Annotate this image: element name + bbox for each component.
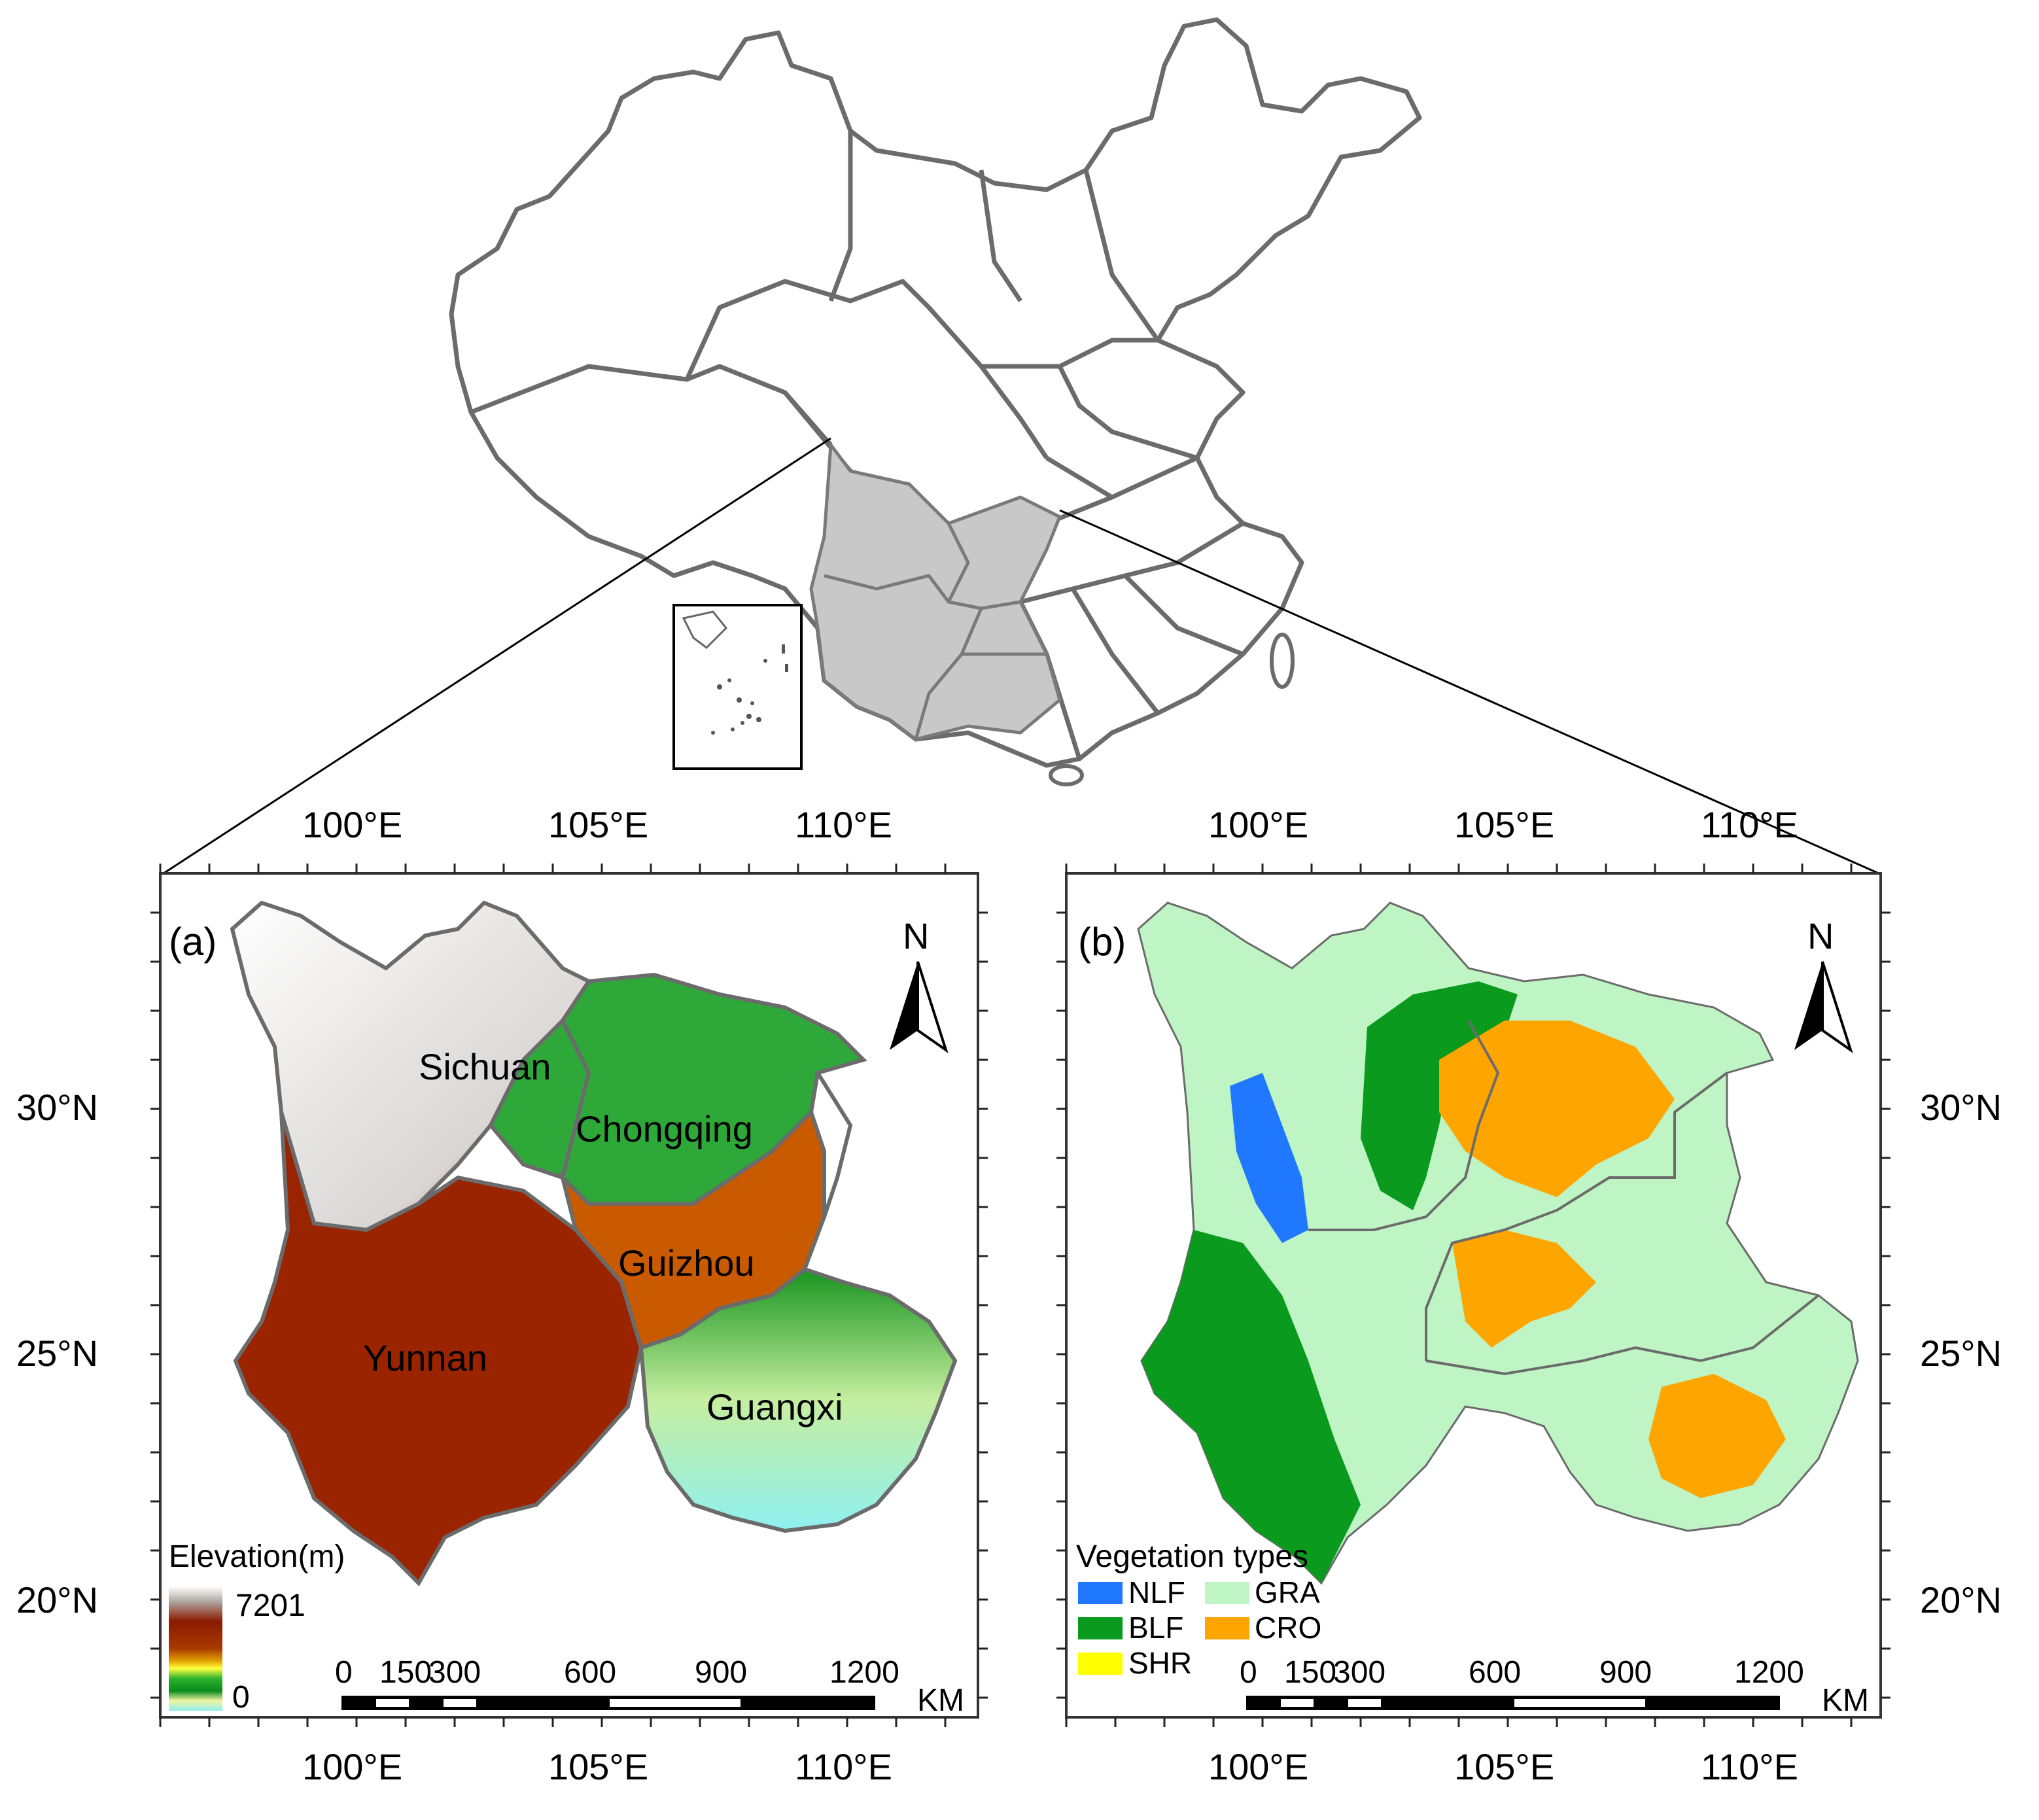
north-arrow-icon [1794, 962, 1822, 1050]
province-borders-b [1308, 1020, 1820, 1376]
svg-text:KM: KM [1822, 1683, 1869, 1718]
scale-bar-b: 0 150 300 600 900 1200 KM [1240, 1655, 1869, 1718]
study-area-internal-borders [824, 522, 1047, 740]
north-arrow-icon [890, 962, 918, 1050]
svg-text:1200: 1200 [1734, 1655, 1804, 1690]
panel-b-frame [1065, 872, 1882, 1719]
lat-label-right-25: 25°N [1920, 1333, 2002, 1374]
svg-text:N: N [903, 915, 929, 956]
vegetation-cro-guizhou [1452, 1230, 1596, 1348]
panel-b-tag: (b) [1078, 920, 1126, 964]
lat-label-right-20: 20°N [1920, 1579, 2002, 1620]
legend-label-blf: BLF [1128, 1611, 1183, 1645]
china-overview-map [163, 17, 1879, 875]
panel-a-frame [159, 872, 979, 1719]
elevation-legend-max: 7201 [235, 1588, 305, 1623]
lon-label-bottom-b-105: 105°E [1454, 1746, 1554, 1787]
legend-swatch-shr [1078, 1653, 1123, 1675]
vegetation-blf-south [1141, 1230, 1361, 1583]
legend-label-cro: CRO [1255, 1611, 1321, 1645]
svg-text:300: 300 [428, 1655, 481, 1690]
zoom-line-left [163, 437, 831, 875]
legend-swatch-blf [1078, 1617, 1123, 1639]
svg-text:N: N [1807, 915, 1834, 956]
lat-label-left-30: 30°N [16, 1087, 98, 1128]
svg-text:600: 600 [564, 1655, 616, 1690]
lat-label-left-20: 20°N [16, 1579, 98, 1620]
elevation-map [230, 900, 958, 1586]
study-area-provinces [809, 443, 1062, 741]
svg-text:150: 150 [1284, 1655, 1336, 1690]
inset-islands [682, 610, 788, 735]
svg-text:150: 150 [379, 1655, 432, 1690]
svg-text:600: 600 [1469, 1655, 1521, 1690]
legend-swatch-gra [1205, 1582, 1249, 1604]
legend-label-nlf: NLF [1128, 1575, 1185, 1609]
lon-label-top-b-110: 110°E [1701, 804, 1798, 845]
north-arrow-a: N [890, 915, 949, 1054]
scale-bar-a: 0 150 300 600 900 1200 KM [335, 1655, 964, 1718]
lon-label-bottom-a-105: 105°E [548, 1746, 648, 1787]
panel-b-ticks [1056, 864, 1891, 1727]
elevation-legend-min: 0 [232, 1680, 250, 1715]
zoom-line-right [1059, 509, 1879, 875]
panel-a: (a) Sichuan Chongqing Guizhou Yunnan Gua… [16, 804, 988, 1787]
svg-text:0: 0 [335, 1655, 353, 1690]
panel-a-tag: (a) [169, 920, 217, 964]
guangxi-region [638, 1267, 958, 1533]
region-label-guizhou: Guizhou [618, 1242, 755, 1284]
region-label-sichuan: Sichuan [419, 1046, 551, 1087]
svg-text:300: 300 [1333, 1655, 1385, 1690]
elevation-legend: Elevation(m) 7201 0 [169, 1539, 345, 1715]
lat-label-left-25: 25°N [16, 1333, 98, 1374]
elevation-colorbar [169, 1586, 222, 1711]
svg-text:900: 900 [1599, 1655, 1652, 1690]
vegetation-legend: Vegetation types NLF GRA BLF CRO SHR [1076, 1539, 1321, 1680]
svg-text:1200: 1200 [829, 1655, 899, 1690]
taiwan-island [1270, 633, 1295, 689]
legend-label-shr: SHR [1128, 1646, 1192, 1680]
lon-label-top-b-105: 105°E [1454, 804, 1554, 845]
legend-swatch-cro [1205, 1617, 1249, 1639]
region-label-guangxi: Guangxi [706, 1386, 843, 1427]
elevation-legend-title: Elevation(m) [169, 1539, 345, 1574]
yunnan-region [233, 1111, 644, 1586]
vegetation-cro-guangxi [1648, 1374, 1786, 1498]
lon-label-bottom-a-100: 100°E [302, 1746, 402, 1787]
lon-label-top-a-110: 110°E [795, 804, 892, 845]
lon-label-bottom-b-110: 110°E [1701, 1746, 1798, 1787]
vegetation-cro-basin [1439, 1021, 1675, 1197]
region-label-yunnan: Yunnan [363, 1337, 487, 1378]
vegetation-map [1137, 901, 1859, 1585]
legend-label-gra: GRA [1255, 1575, 1320, 1609]
lon-label-bottom-b-100: 100°E [1208, 1746, 1308, 1787]
north-arrow-b: N [1794, 915, 1853, 1054]
panel-a-ticks [150, 864, 988, 1727]
lon-label-top-b-100: 100°E [1208, 804, 1308, 845]
hainan-island [1049, 764, 1084, 786]
svg-text:KM: KM [917, 1683, 964, 1718]
vegetation-nlf-patch [1230, 1073, 1308, 1243]
lon-label-top-a-105: 105°E [548, 804, 648, 845]
region-label-chongqing: Chongqing [576, 1108, 753, 1149]
svg-text:0: 0 [1240, 1655, 1257, 1690]
lon-label-bottom-a-110: 110°E [795, 1746, 892, 1787]
lon-label-top-a-100: 100°E [302, 804, 402, 845]
lat-label-right-30: 30°N [1920, 1087, 2002, 1128]
vegetation-legend-title: Vegetation types [1076, 1539, 1308, 1574]
svg-text:900: 900 [695, 1655, 747, 1690]
legend-swatch-nlf [1078, 1582, 1123, 1604]
province-borders-a [561, 1019, 853, 1217]
south-china-sea-inset [672, 604, 803, 770]
panel-b: (b) N Vegetation types NLF GRA BLF CRO S… [1056, 804, 2002, 1787]
